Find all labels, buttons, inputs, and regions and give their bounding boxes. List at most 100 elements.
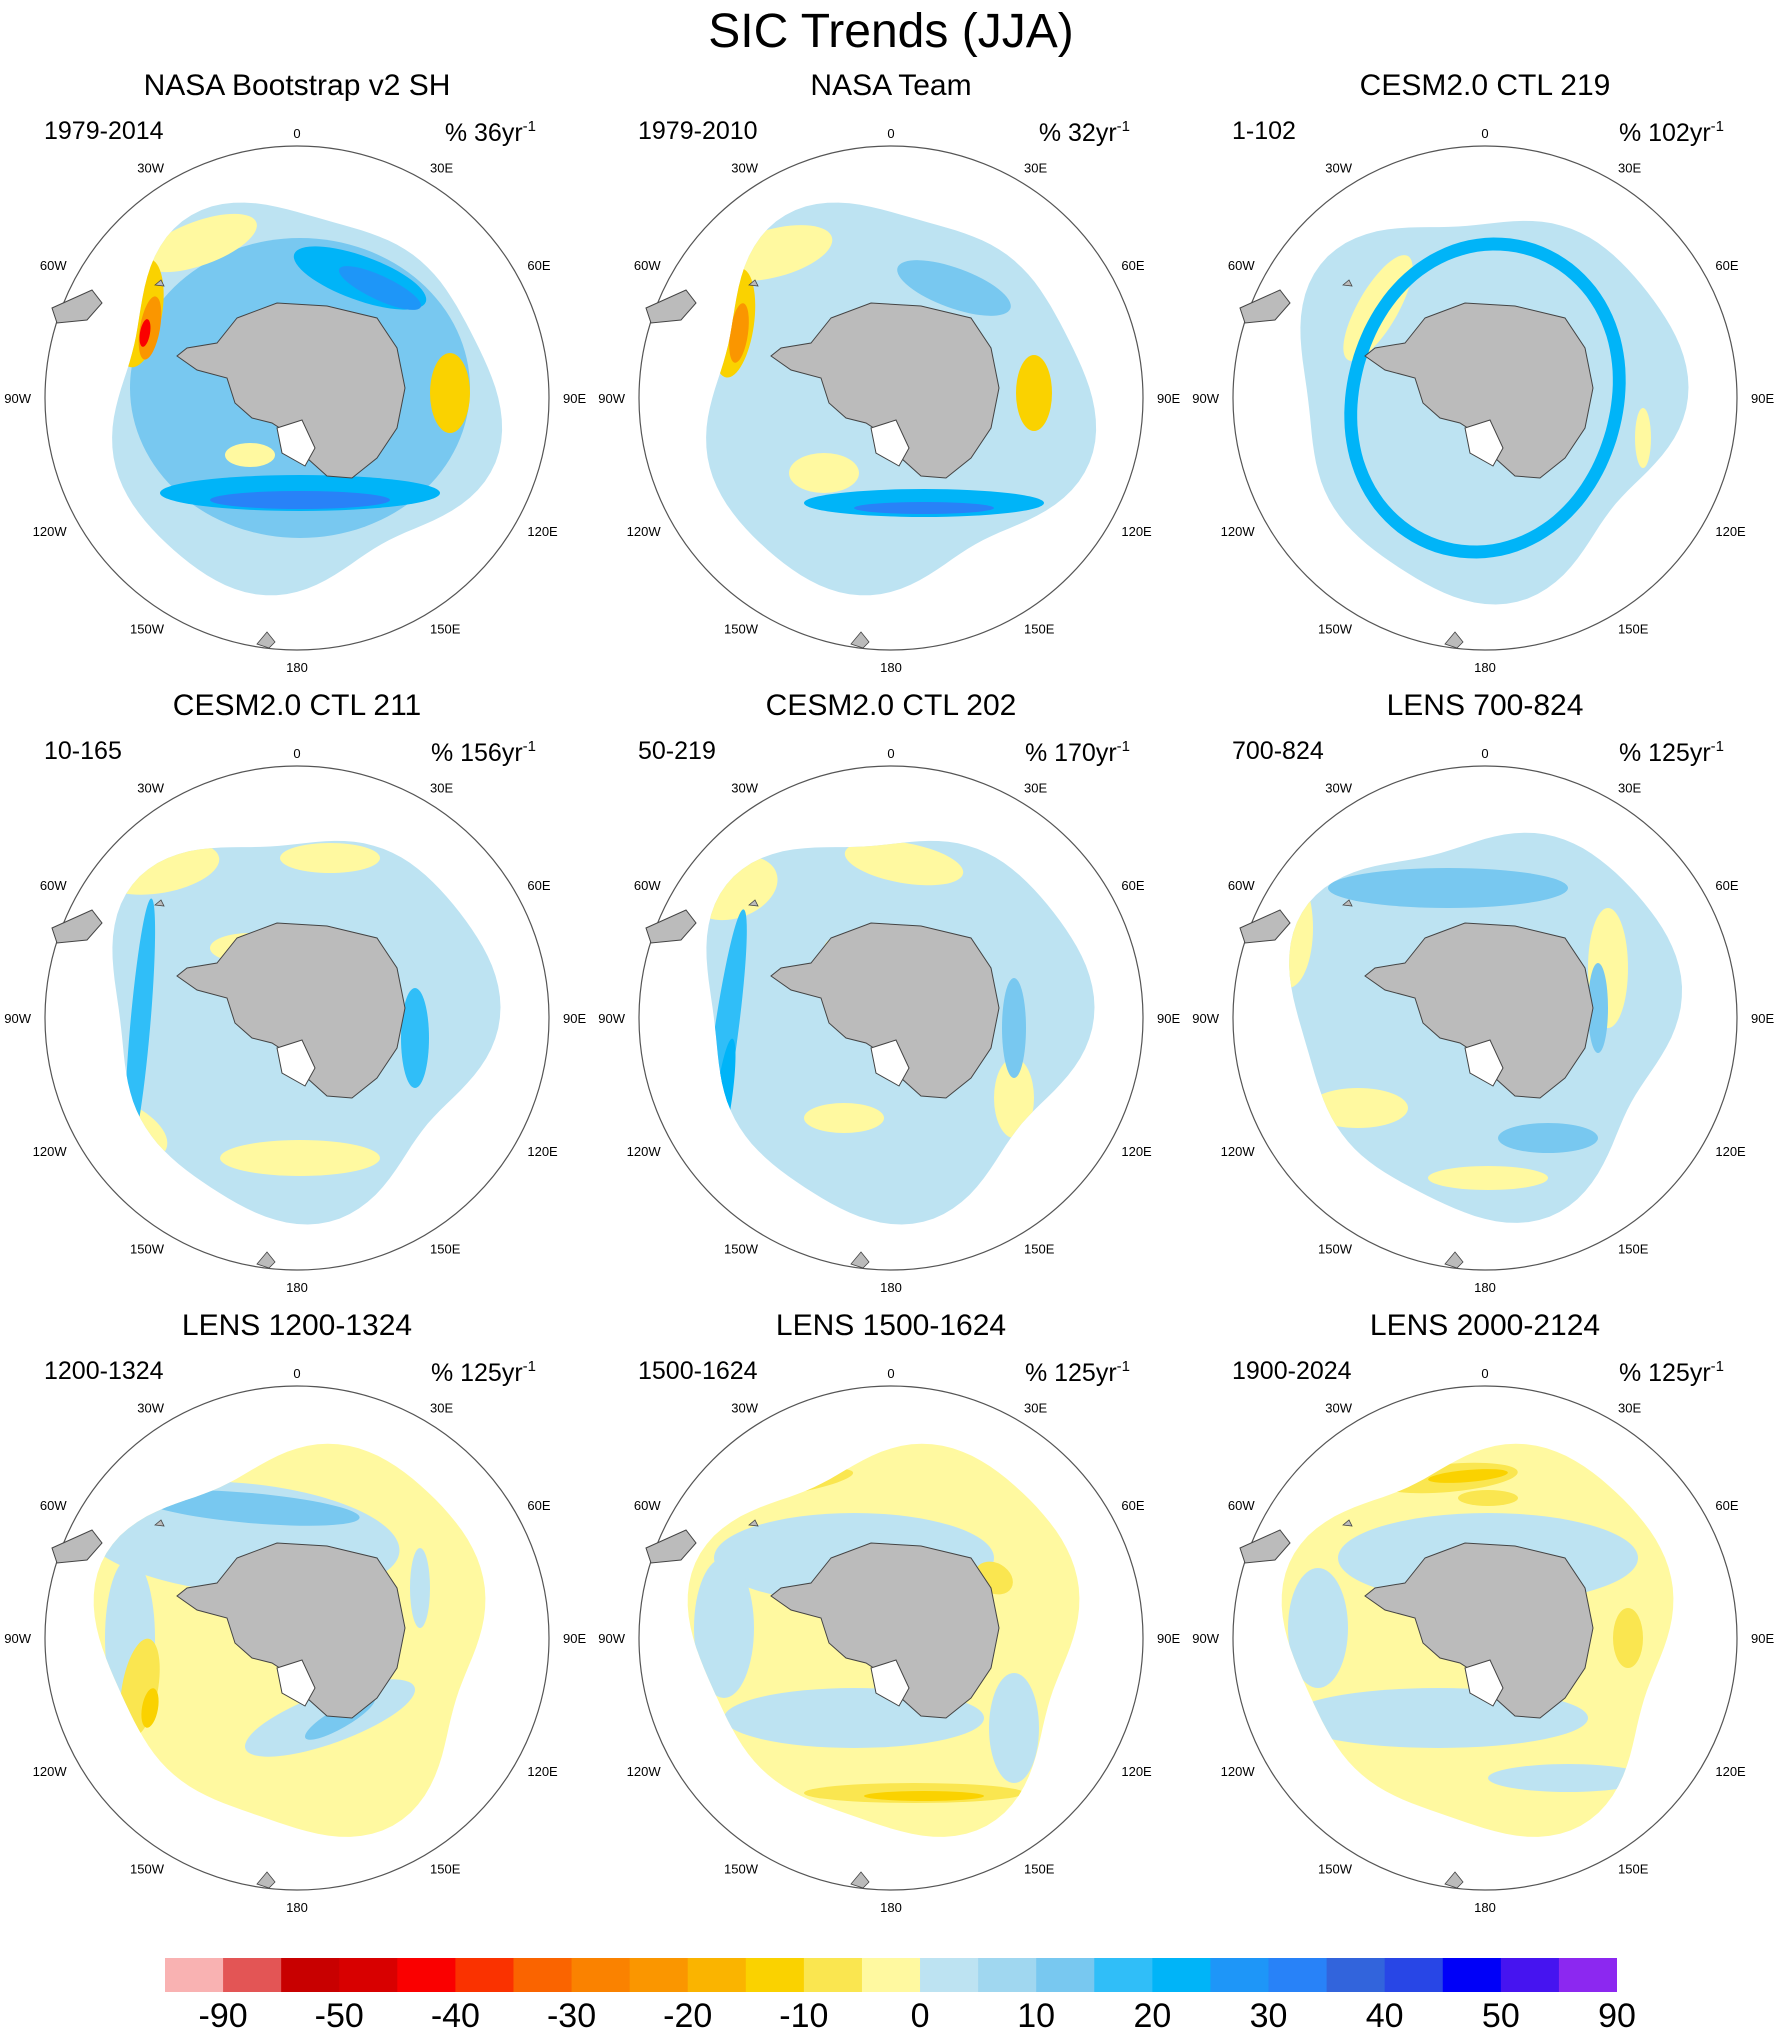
lon-label-7: 150W — [130, 1241, 165, 1256]
lon-label-8: 120W — [33, 524, 68, 539]
lon-label-6: 180 — [286, 1900, 308, 1915]
colorbar-swatch — [1094, 1958, 1153, 1992]
south-america-tip — [645, 1529, 697, 1564]
lon-label-9: 90W — [1192, 1011, 1219, 1026]
lon-label-1: 30E — [430, 1401, 453, 1416]
polar-stereographic-map: 0 30E 60E 90E 120E 150E 180 150W 120W 90W 60W 30W — [4, 1366, 586, 1915]
panel-title: LENS 1500-1624 — [775, 1309, 1007, 1342]
colorbar-tick-label: -90 — [198, 1997, 248, 2035]
lon-label-3: 90E — [563, 1631, 586, 1646]
colorbar-swatch — [1152, 1958, 1211, 1992]
lon-label-10: 60W — [1228, 1498, 1255, 1513]
lon-label-5: 150E — [1024, 1241, 1055, 1256]
south-america-tip — [1239, 289, 1291, 324]
lon-label-11: 30W — [1325, 781, 1352, 796]
south-america-tip — [645, 289, 697, 324]
south-america-tip — [51, 1529, 103, 1564]
colorbar-swatch — [1326, 1958, 1386, 1992]
lon-label-0: 0 — [887, 126, 894, 141]
lon-label-5: 150E — [430, 1861, 461, 1876]
lon-label-10: 60W — [40, 1498, 67, 1513]
panel-title: NASA Team — [810, 69, 972, 102]
lon-label-6: 180 — [880, 1280, 902, 1295]
lon-label-1: 30E — [430, 781, 453, 796]
panel-unit: % 125yr-1 — [1618, 1358, 1724, 1387]
south-america-tip — [1239, 1529, 1291, 1564]
ice-shelf — [870, 1039, 910, 1087]
lon-label-1: 30E — [430, 161, 453, 176]
lon-label-11: 30W — [1325, 1401, 1352, 1416]
colorbar-swatch — [397, 1958, 456, 1992]
island — [748, 899, 759, 907]
lon-label-11: 30W — [1325, 161, 1352, 176]
lon-label-4: 120E — [1715, 1144, 1746, 1159]
map-panel: NASA Bootstrap v2 SH 1979-2014 % 36yr-1 0 30… — [0, 68, 594, 688]
colorbar — [165, 1958, 1617, 1992]
colorbar-swatch — [629, 1958, 689, 1992]
polar-stereographic-map: 0 30E 60E 90E 120E 150E 180 150W 120W 90W 60W 30W — [1192, 1366, 1774, 1915]
lon-label-6: 180 — [880, 660, 902, 675]
new-zealand — [850, 1251, 870, 1269]
lon-label-3: 90E — [1751, 1011, 1774, 1026]
lon-label-5: 150E — [1618, 1861, 1649, 1876]
lon-label-10: 60W — [1228, 258, 1255, 273]
map-panel: LENS 700-824 700-824 % 125yr-1 0 30E 60E 90E 12… — [1188, 688, 1782, 1308]
colorbar-tick-label: -10 — [779, 1997, 829, 2035]
lon-label-9: 90W — [598, 1011, 625, 1026]
panel-period: 700-824 — [1232, 737, 1324, 765]
colorbar-swatch — [687, 1958, 747, 1992]
lon-label-8: 120W — [33, 1764, 68, 1779]
island — [154, 279, 165, 287]
lon-label-4: 120E — [527, 1764, 558, 1779]
lon-label-5: 150E — [1618, 621, 1649, 636]
lon-label-7: 150W — [1318, 1241, 1353, 1256]
colorbar-swatch — [281, 1958, 340, 1992]
lon-label-8: 120W — [1221, 1144, 1256, 1159]
colorbar-tick-label: -30 — [546, 1997, 597, 2035]
lon-label-8: 120W — [1221, 1764, 1256, 1779]
new-zealand — [256, 631, 276, 649]
colorbar-swatch — [455, 1958, 514, 1992]
map-panel: LENS 1200-1324 1200-1324 % 125yr-1 0 30E 60E 9… — [0, 1308, 594, 1928]
lon-label-6: 180 — [1474, 1900, 1496, 1915]
colorbar-swatch — [978, 1958, 1037, 1992]
island — [1342, 899, 1353, 907]
lon-label-11: 30W — [137, 161, 164, 176]
lon-label-10: 60W — [634, 1498, 661, 1513]
south-america-tip — [51, 289, 103, 324]
lon-label-9: 90W — [598, 1631, 625, 1646]
polar-stereographic-map: 0 30E 60E 90E 120E 150E 180 150W 120W 90W 60W 30W — [598, 126, 1180, 675]
lon-label-5: 150E — [1024, 1861, 1055, 1876]
polar-stereographic-map: 0 30E 60E 90E 120E 150E 180 150W 120W 90W 60W 30W — [4, 746, 586, 1295]
lon-label-10: 60W — [40, 258, 67, 273]
ice-shelf — [1464, 1039, 1504, 1087]
lon-label-10: 60W — [634, 878, 661, 893]
colorbar-swatch — [1210, 1958, 1270, 1992]
lon-label-7: 150W — [130, 621, 165, 636]
lon-label-0: 0 — [1481, 746, 1488, 761]
lon-label-4: 120E — [1121, 524, 1152, 539]
colorbar-swatch — [1442, 1958, 1502, 1992]
island — [154, 899, 165, 907]
map-panel: NASA Team 1979-2010 % 32yr-1 0 30E 60E 90E 120E… — [594, 68, 1188, 688]
ice-shelf — [1464, 1659, 1504, 1707]
lon-label-3: 90E — [1157, 1011, 1180, 1026]
lon-label-2: 60E — [1715, 878, 1738, 893]
lon-label-4: 120E — [527, 524, 558, 539]
lon-label-2: 60E — [1121, 258, 1144, 273]
lon-label-11: 30W — [731, 161, 758, 176]
lon-label-2: 60E — [527, 1498, 550, 1513]
lon-label-1: 30E — [1024, 1401, 1047, 1416]
lon-label-5: 150E — [430, 1241, 461, 1256]
lon-label-0: 0 — [1481, 126, 1488, 141]
colorbar-swatch — [1384, 1958, 1444, 1992]
lon-label-0: 0 — [887, 746, 894, 761]
ice-shelf — [870, 419, 910, 467]
lon-label-1: 30E — [1024, 781, 1047, 796]
lon-label-7: 150W — [724, 1241, 759, 1256]
panel-period: 1979-2014 — [44, 117, 164, 145]
lon-label-1: 30E — [1618, 781, 1641, 796]
lon-label-1: 30E — [1024, 161, 1047, 176]
colorbar-tick-label: 90 — [1598, 1997, 1636, 2035]
polar-stereographic-map: 0 30E 60E 90E 120E 150E 180 150W 120W 90W 60W 30W — [598, 1366, 1180, 1915]
